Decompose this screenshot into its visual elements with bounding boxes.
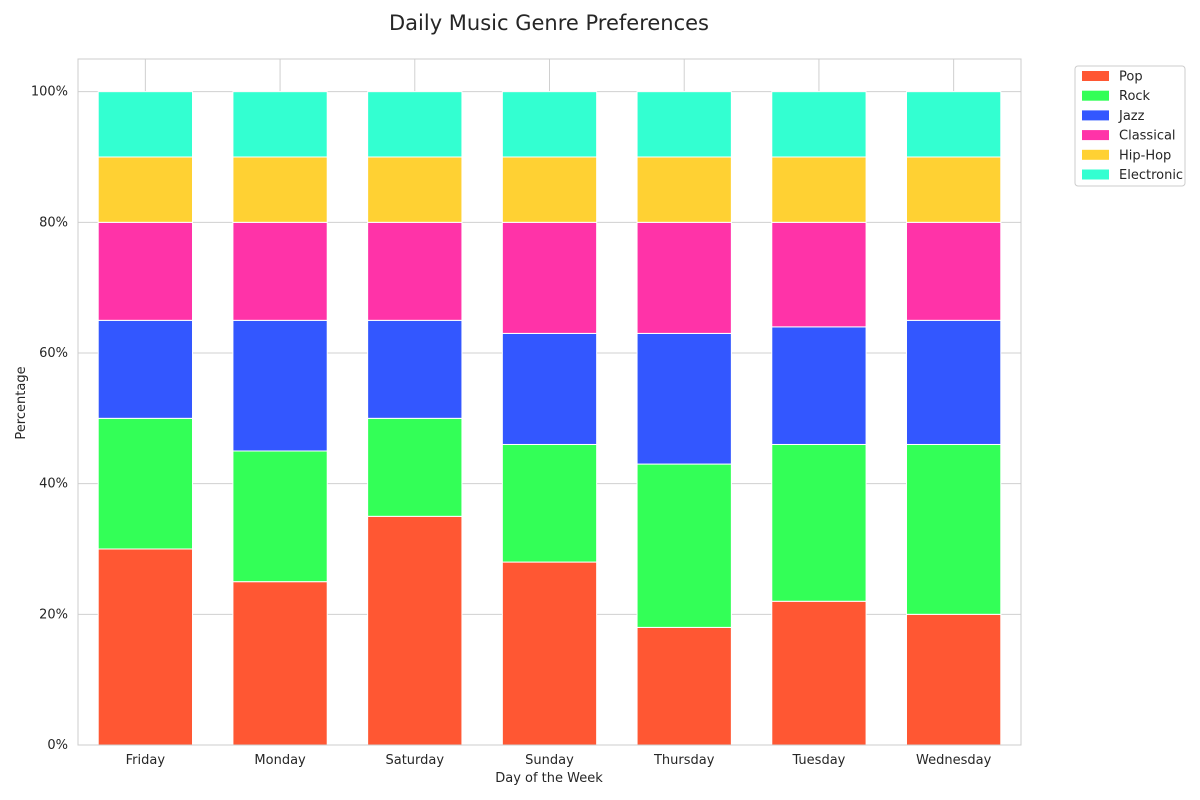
y-tick-label: 40% <box>39 477 68 492</box>
x-axis-label: Day of the Week <box>495 771 603 786</box>
bar-segment-pop <box>501 561 598 746</box>
bar-segment-electronic <box>97 91 194 158</box>
legend: Pop Rock Jazz Classical Hip-Hop Electronic <box>1074 65 1186 187</box>
bar-segment-rock <box>367 417 463 517</box>
bar-segment-jazz <box>367 319 463 419</box>
legend-swatch <box>1082 169 1109 180</box>
legend-swatch <box>1082 149 1109 160</box>
y-tick-label: 20% <box>39 607 68 622</box>
x-tick-label: Monday <box>254 753 306 768</box>
bar-segment-pop <box>367 515 463 746</box>
bar-segment-jazz <box>905 319 1002 445</box>
x-tick-label: Wednesday <box>916 753 992 768</box>
y-axis-ticks: 0% 20% 40% 60% 80% 100% <box>31 85 68 753</box>
legend-label: Pop <box>1119 70 1143 85</box>
bar-segment-pop <box>771 600 867 746</box>
bar-segment-classical <box>501 221 598 334</box>
y-tick-label: 100% <box>31 85 68 100</box>
legend-label: Electronic <box>1119 168 1183 183</box>
x-tick-label: Tuesday <box>791 753 845 768</box>
bar-segment-electronic <box>905 91 1002 158</box>
bar-segment-hip-hop <box>636 156 732 223</box>
bar-segment-hip-hop <box>771 156 867 223</box>
bar-segment-hip-hop <box>367 156 463 223</box>
y-axis-label: Percentage <box>14 366 29 439</box>
y-tick-label: 60% <box>39 346 68 361</box>
chart-title: Daily Music Genre Preferences <box>389 11 709 35</box>
bar-segment-classical <box>905 221 1002 321</box>
bar-segment-electronic <box>367 91 463 158</box>
x-axis-ticks: Friday Monday Saturday Sunday Thursday Tuesda… <box>126 753 992 768</box>
bar-segment-pop <box>636 626 732 746</box>
bar-segment-electronic <box>232 91 328 158</box>
bar-segment-classical <box>636 221 732 334</box>
x-tick-label: Saturday <box>385 753 444 768</box>
bar-segment-rock <box>636 463 732 628</box>
x-tick-label: Thursday <box>653 753 715 768</box>
bar-segment-electronic <box>636 91 732 158</box>
bar-segment-classical <box>771 221 867 328</box>
legend-swatch <box>1082 110 1109 121</box>
legend-label: Rock <box>1119 89 1151 104</box>
bar-segment-hip-hop <box>97 156 194 223</box>
legend-label: Jazz <box>1118 109 1145 124</box>
bar-segment-rock <box>905 443 1002 615</box>
bar-segment-rock <box>771 443 867 602</box>
bar-segment-jazz <box>501 332 598 445</box>
bar-segment-pop <box>97 548 194 746</box>
plot-frame <box>77 58 1022 746</box>
bar-segment-hip-hop <box>232 156 328 223</box>
bar-segment-jazz <box>232 319 328 452</box>
bar-segment-electronic <box>501 91 598 158</box>
bar-segment-classical <box>97 221 194 321</box>
bar-segment-jazz <box>771 326 867 445</box>
bar-segment-electronic <box>771 91 867 158</box>
bar-segment-pop <box>905 613 1002 746</box>
bar-segment-hip-hop <box>501 156 598 223</box>
bar-segment-jazz <box>636 332 732 465</box>
bar-segment-pop <box>232 581 328 746</box>
bar-segment-jazz <box>97 319 194 419</box>
legend-label: Hip-Hop <box>1119 148 1171 163</box>
bar-segment-rock <box>501 443 598 563</box>
legend-swatch <box>1082 130 1109 141</box>
legend-swatch <box>1082 90 1109 101</box>
x-tick-label: Sunday <box>525 753 574 768</box>
bar-segment-classical <box>232 221 328 321</box>
bar-segment-rock <box>232 450 328 583</box>
y-tick-label: 80% <box>39 215 68 230</box>
bar-segment-classical <box>367 221 463 321</box>
bar-segment-rock <box>97 417 194 550</box>
x-tick-label: Friday <box>126 753 166 768</box>
legend-swatch <box>1082 71 1109 81</box>
bar-segment-hip-hop <box>905 156 1002 223</box>
legend-label: Classical <box>1119 129 1176 144</box>
y-tick-label: 0% <box>47 738 68 753</box>
bars <box>97 91 1002 746</box>
